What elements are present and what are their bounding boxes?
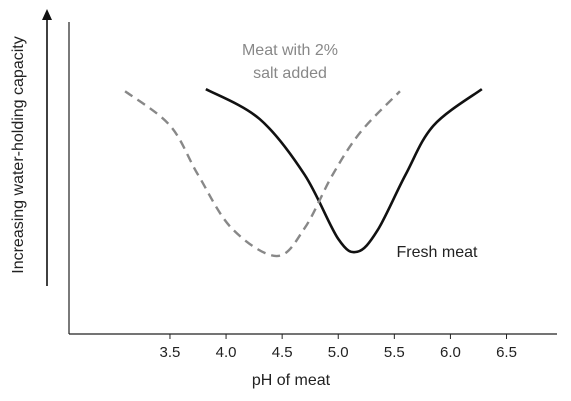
x-axis-title: pH of meat xyxy=(252,372,331,389)
salt-annotation-line-1: Meat with 2% xyxy=(242,42,338,59)
x-tick-label: 3.5 xyxy=(160,344,181,361)
fresh-annotation: Fresh meat xyxy=(397,244,478,261)
x-tick-label: 6.5 xyxy=(496,344,517,361)
x-tick-label: 5.0 xyxy=(328,344,349,361)
y-direction-arrowhead xyxy=(42,9,52,20)
x-ticks: 3.5 4.0 4.5 5.0 5.5 6.0 6.5 xyxy=(160,334,517,361)
fresh-meat-series-line xyxy=(205,87,483,254)
y-axis-title: Increasing water-holding capacity xyxy=(10,36,27,273)
x-tick-label: 5.5 xyxy=(384,344,405,361)
series-layer xyxy=(124,87,483,258)
salt-added-series-line xyxy=(124,90,401,258)
x-tick-label: 6.0 xyxy=(440,344,461,361)
x-tick-label: 4.5 xyxy=(272,344,293,361)
x-tick-label: 4.0 xyxy=(216,344,237,361)
salt-annotation-line-2: salt added xyxy=(253,65,327,82)
